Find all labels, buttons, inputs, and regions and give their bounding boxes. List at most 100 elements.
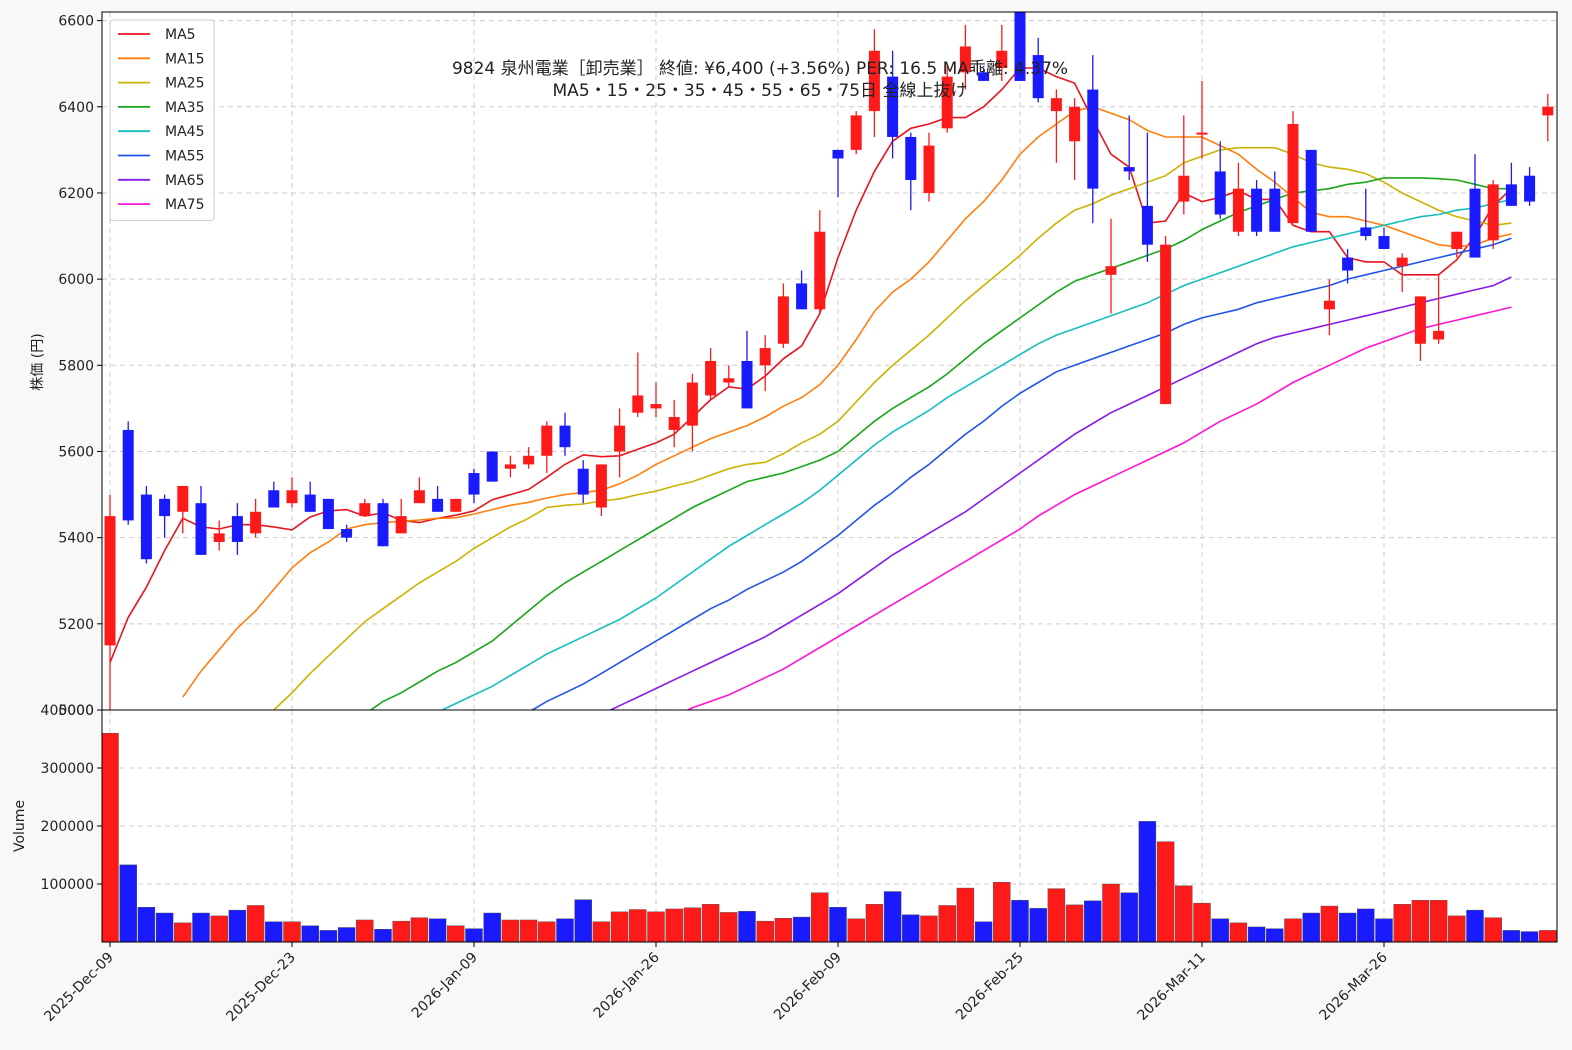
legend: MA5 MA15 MA25 MA35 MA45 MA55 MA65 MA75 [109,19,215,221]
volume-plot-area [102,710,1557,942]
volume-bar [501,919,520,942]
price-tick-label: 5400 [58,531,94,547]
legend-label: MA25 [165,76,204,92]
candle-body [213,533,225,542]
volume-bar [1011,900,1029,942]
volume-bar [392,920,410,942]
candle-body [1178,175,1190,202]
price-tick-label: 6000 [58,272,94,288]
volume-bars [102,733,1557,942]
candle-body [905,136,917,181]
volume-bar [1175,885,1193,942]
candle-body [140,494,152,560]
candle-body [359,503,371,517]
candle-body [759,348,771,366]
volume-bar [974,921,993,942]
volume-bar [102,733,119,942]
candle-body [1087,89,1099,189]
candle-body [159,498,171,517]
legend-label: MA15 [165,51,204,67]
candle-body [468,473,480,495]
candle-body [978,72,990,81]
volume-bar [774,918,793,942]
legend-label: MA75 [165,197,204,213]
volume-bar [847,918,865,942]
candle-body [1505,184,1517,206]
candle-body [322,498,334,530]
candle-body [1232,188,1244,232]
candle-body [1469,188,1481,258]
volume-bar [956,887,975,942]
candle-body [177,485,189,512]
candle-body [1433,330,1445,340]
candle-body [741,361,753,409]
volume-bar [465,928,483,942]
volume-bar [155,912,174,942]
candle-body [541,425,553,456]
volume-bar [938,905,956,942]
volume-bar [447,925,465,942]
candle-body [923,145,935,193]
candle-body [850,115,862,150]
volume-bar [1029,908,1047,942]
candle-body [395,516,407,534]
volume-bar [137,907,156,942]
candle-body [723,378,735,383]
legend-box [109,19,215,221]
volume-bar [374,929,392,942]
candle-body [614,425,626,452]
volume-bar [592,921,611,942]
candle-body [1451,231,1463,249]
candle-body [377,503,389,547]
candle-body [486,451,498,482]
volume-bar [920,915,938,942]
candle-body [304,494,316,512]
candle-body [1123,167,1135,172]
price-tick-label: 6200 [58,186,94,202]
price-tick-label: 5200 [58,617,94,633]
volume-bar [738,911,756,942]
candles [104,12,1554,710]
volume-bar [720,912,738,942]
volume-bar [210,915,228,942]
volume-bar [319,930,338,942]
candle-body [195,503,207,555]
candle-body [595,464,607,508]
candle-body [686,382,698,426]
volume-bar [902,914,920,942]
candle-body [632,395,644,413]
volume-bar [556,918,574,942]
volume-bar [647,911,665,942]
candle-body [1323,300,1335,310]
candle-body [250,511,262,534]
candle-body [231,516,243,542]
volume-bar [1102,883,1120,942]
candle-body [832,149,844,159]
legend-label: MA5 [165,27,196,43]
candle-body [1396,257,1408,267]
ma-line-ma55 [530,237,1512,710]
volume-bar [1338,912,1357,942]
volume-bar [1266,928,1284,942]
candle-body [1287,124,1299,224]
candle-body [777,296,789,344]
candle-body [941,76,953,129]
volume-bar [356,919,374,942]
candle-body [1014,12,1026,81]
candle-body [668,417,680,430]
candle-body [1069,106,1081,142]
candle-body [1251,188,1263,232]
candle-body [504,464,516,469]
volume-bar [265,921,283,942]
candle-body [413,490,425,504]
candle-body [1542,106,1554,116]
volume-bar [865,904,884,942]
legend-label: MA65 [165,173,204,189]
volume-bar [993,882,1011,942]
candle-body [523,455,535,465]
volume-tick-label: 100000 [41,877,94,893]
volume-bar [756,920,774,942]
candle-body [559,425,571,448]
candle-body [1360,227,1372,237]
